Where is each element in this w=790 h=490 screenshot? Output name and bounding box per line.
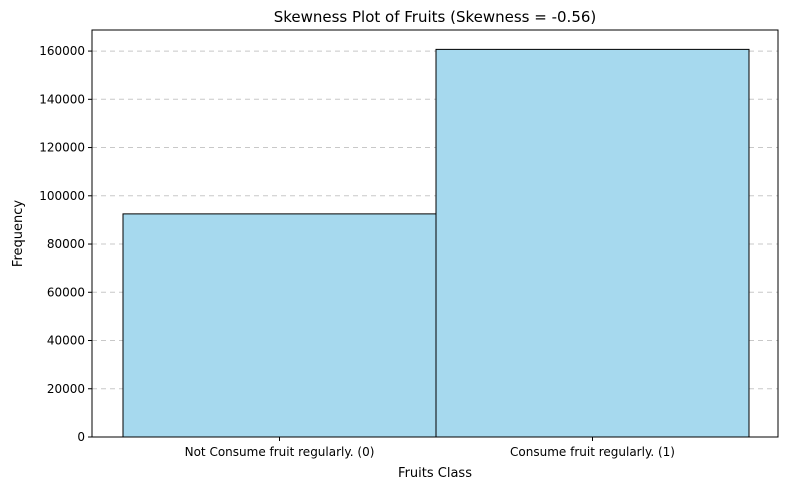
y-tick-label: 0 <box>77 430 85 444</box>
chart-title: Skewness Plot of Fruits (Skewness = -0.5… <box>274 8 597 26</box>
y-tick-label: 160000 <box>39 44 85 58</box>
y-axis-label: Frequency <box>11 200 26 267</box>
bar <box>122 213 437 438</box>
y-tick-label: 20000 <box>47 382 85 396</box>
y-tick-label: 40000 <box>47 334 85 348</box>
x-tick-label: Not Consume fruit regularly. (0) <box>185 445 375 459</box>
y-tick-label: 140000 <box>39 92 85 106</box>
plot-frame <box>91 29 779 438</box>
bar <box>435 48 750 438</box>
y-tick-label: 80000 <box>47 237 85 251</box>
bar-layer <box>122 48 750 438</box>
y-tick-label: 60000 <box>47 285 85 299</box>
tick-layer: 0 20000 40000 60000 80000 100000 120000 140000 1… <box>39 44 675 459</box>
y-tick-label: 100000 <box>39 189 85 203</box>
axis-layer <box>91 29 779 438</box>
x-tick-label: Consume fruit regularly. (1) <box>510 445 675 459</box>
y-tick-label: 120000 <box>39 141 85 155</box>
x-axis-label: Fruits Class <box>398 466 472 481</box>
